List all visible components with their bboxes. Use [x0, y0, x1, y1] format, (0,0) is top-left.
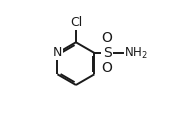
- Text: S: S: [103, 46, 111, 60]
- Text: O: O: [102, 31, 113, 45]
- Text: NH$_2$: NH$_2$: [124, 45, 147, 60]
- Text: N: N: [53, 46, 62, 59]
- Text: O: O: [102, 60, 113, 74]
- Text: Cl: Cl: [70, 16, 82, 29]
